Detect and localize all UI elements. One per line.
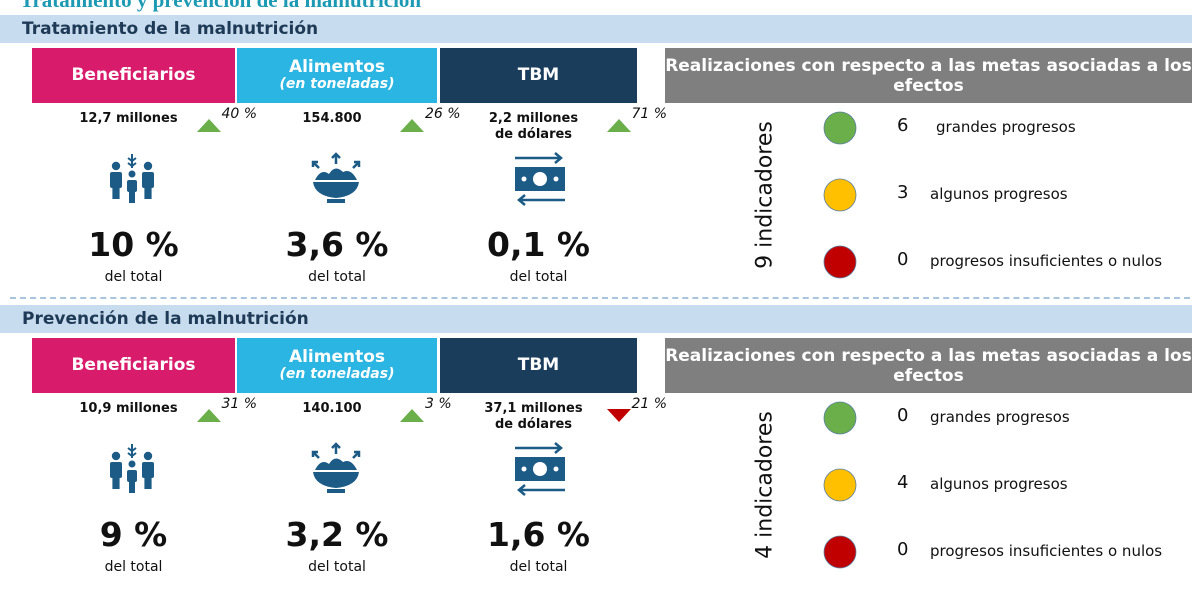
change: 40 %: [221, 106, 258, 122]
change: 71 %: [631, 106, 668, 122]
share: 10 %: [88, 225, 179, 264]
status-count: 0: [897, 539, 909, 560]
column-header-text: Alimentos: [288, 346, 386, 367]
change-arrow: [606, 409, 631, 422]
page-title: Tratamiento y prevención de la malnutric…: [20, 0, 422, 12]
change: 21 %: [631, 396, 668, 412]
share: 3,6 %: [285, 225, 389, 264]
share: 1,6 %: [486, 515, 590, 554]
column-header-text: TBM: [517, 355, 560, 375]
change: 31 %: [221, 396, 258, 412]
change-arrow: [400, 119, 424, 132]
share-note: del total: [308, 269, 366, 285]
separator: [10, 297, 1190, 299]
change-arrow: [606, 119, 631, 132]
status-dot: [823, 245, 857, 279]
amount: 154.800: [302, 111, 362, 126]
change: 26 %: [425, 106, 461, 122]
share: 9 %: [99, 515, 168, 554]
icon: [311, 152, 361, 203]
amount: 10,9 millones: [79, 401, 178, 416]
share-note: del total: [509, 559, 568, 575]
status-label: grandes progresos: [930, 408, 1070, 426]
icon: [514, 442, 565, 496]
amount: 2,2 millones de dólares: [488, 111, 579, 142]
share-note: del total: [308, 559, 366, 575]
status-count: 6: [897, 115, 909, 136]
column-header-text: Beneficiarios: [71, 65, 196, 85]
section-heading: Prevención de la malnutrición: [0, 305, 1192, 333]
amount: 37,1 millones de dólares: [484, 401, 583, 432]
results-header: Realizaciones con respecto a las metas a…: [665, 48, 1192, 103]
results-header: Realizaciones con respecto a las metas a…: [665, 338, 1192, 393]
icon: [109, 154, 154, 203]
icon: [109, 444, 154, 493]
status-label: progresos insuficientes o nulos: [930, 542, 1163, 560]
column-subheader: (en toneladas): [279, 365, 395, 382]
status-dot: [823, 468, 857, 502]
change-arrow: [196, 119, 221, 132]
column-header-text: Beneficiarios: [71, 355, 196, 375]
share-note: del total: [104, 559, 163, 575]
indicators: 9 indicadores: [752, 121, 778, 269]
amount: 140.100: [302, 401, 362, 416]
column-header-text: Alimentos: [288, 56, 386, 77]
icon: [514, 152, 565, 206]
column-header-text: TBM: [517, 65, 560, 85]
column-header: TBM: [440, 338, 637, 393]
status-count: 0: [897, 249, 909, 270]
status-count: 4: [897, 472, 909, 493]
status-label: grandes progresos: [936, 118, 1076, 136]
column-header: Beneficiarios: [32, 48, 235, 103]
share-note: del total: [104, 269, 163, 285]
share: 3,2 %: [285, 515, 389, 554]
amount: 12,7 millones: [79, 111, 178, 126]
change: 3 %: [425, 396, 452, 412]
heading-text: Tratamiento de la malnutrición: [22, 19, 319, 39]
section-heading: Tratamiento de la malnutrición: [0, 15, 1192, 43]
status-dot: [823, 178, 857, 212]
indicators: 4 indicadores: [752, 411, 778, 559]
column-header: Alimentos (en toneladas): [237, 338, 437, 393]
share: 0,1 %: [486, 225, 590, 264]
status-dot: [823, 111, 857, 145]
change-arrow: [400, 409, 424, 422]
status-count: 0: [897, 405, 909, 426]
status-count: 3: [897, 182, 909, 203]
share-note: del total: [509, 269, 568, 285]
status-dot: [823, 535, 857, 569]
column-header: Beneficiarios: [32, 338, 235, 393]
status-label: algunos progresos: [930, 475, 1068, 493]
icon: [311, 442, 361, 493]
change-arrow: [196, 409, 221, 422]
status-label: algunos progresos: [930, 185, 1068, 203]
column-header: TBM: [440, 48, 637, 103]
column-header: Alimentos (en toneladas): [237, 48, 437, 103]
heading-text: Prevención de la malnutrición: [22, 309, 309, 329]
column-subheader: (en toneladas): [279, 75, 395, 92]
status-label: progresos insuficientes o nulos: [930, 252, 1163, 270]
status-dot: [823, 401, 857, 435]
